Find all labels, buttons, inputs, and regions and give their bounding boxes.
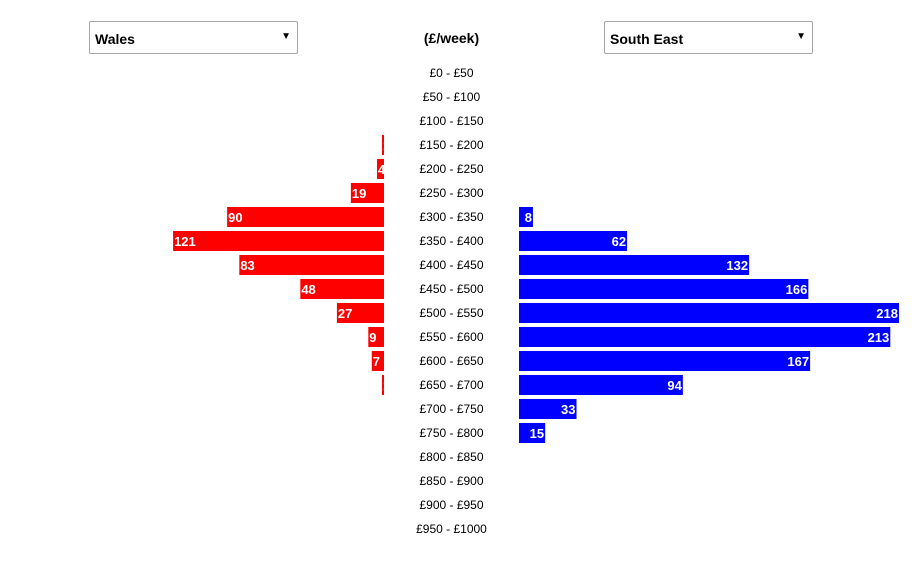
left-bar-value-label: 121 [174, 234, 196, 249]
income-band-label: £100 - £150 [419, 114, 483, 128]
right-bar[interactable] [519, 375, 683, 395]
left-region-value: Wales [95, 31, 135, 47]
income-band-label: £400 - £450 [419, 258, 483, 272]
income-band-label: £150 - £200 [419, 138, 483, 152]
income-band-label: £900 - £950 [419, 498, 483, 512]
income-band-label: £550 - £600 [419, 330, 483, 344]
right-bar-value-label: 33 [561, 402, 575, 417]
income-band-label: £500 - £550 [419, 306, 483, 320]
right-bar-value-label: 167 [787, 354, 809, 369]
right-bar[interactable] [519, 327, 891, 347]
right-bar[interactable] [519, 231, 628, 251]
right-bar-value-label: 213 [868, 330, 890, 345]
left-bar-value-label: 83 [240, 258, 254, 273]
income-band-label: £450 - £500 [419, 282, 483, 296]
left-bar[interactable] [382, 135, 384, 155]
left-bar[interactable] [173, 231, 384, 251]
income-band-label: £850 - £900 [419, 474, 483, 488]
right-bar[interactable] [519, 423, 546, 443]
income-band-label: £250 - £300 [419, 186, 483, 200]
right-bar-value-label: 166 [786, 282, 808, 297]
unit-label: (£/week) [423, 30, 480, 46]
left-bar-value-label: 19 [352, 186, 366, 201]
right-region-select[interactable]: South East ▼ [604, 21, 813, 54]
left-bar-value-label: 27 [338, 306, 352, 321]
income-band-label: £350 - £400 [419, 234, 483, 248]
income-band-label: £700 - £750 [419, 402, 483, 416]
chevron-down-icon: ▼ [796, 31, 806, 42]
left-bar[interactable] [377, 159, 384, 179]
right-bar[interactable] [519, 399, 577, 419]
right-bar[interactable] [519, 351, 811, 371]
income-band-label: £800 - £850 [419, 450, 483, 464]
right-region-value: South East [610, 31, 684, 47]
income-band-label: £300 - £350 [419, 210, 483, 224]
right-bar[interactable] [519, 279, 809, 299]
right-bar[interactable] [519, 255, 750, 275]
left-bar[interactable] [350, 183, 384, 203]
left-bar[interactable] [336, 303, 384, 323]
right-bar-value-label: 94 [667, 378, 682, 393]
income-band-label: £650 - £700 [419, 378, 483, 392]
left-bar[interactable] [300, 279, 384, 299]
right-bar-value-label: 8 [525, 210, 532, 225]
left-bar[interactable] [382, 375, 384, 395]
left-bar-value-label: 4 [378, 162, 386, 177]
left-bar[interactable] [371, 351, 384, 371]
income-band-label: £50 - £100 [423, 90, 481, 104]
left-bar-value-label: 90 [228, 210, 242, 225]
right-bar-value-label: 62 [612, 234, 626, 249]
left-bar[interactable] [368, 327, 384, 347]
income-band-label: £0 - £50 [429, 66, 473, 80]
left-bar-value-label: 48 [301, 282, 315, 297]
income-band-label: £950 - £1000 [416, 522, 487, 536]
left-bar[interactable] [239, 255, 384, 275]
income-band-label: £600 - £650 [419, 354, 483, 368]
left-bar-value-label: 1 [383, 378, 390, 393]
left-bar[interactable] [227, 207, 384, 227]
left-bar-value-label: 1 [383, 138, 390, 153]
right-bar[interactable] [519, 303, 899, 323]
right-bar[interactable] [519, 207, 533, 227]
left-bar-value-label: 7 [373, 354, 380, 369]
right-bar-value-label: 218 [876, 306, 898, 321]
income-band-label: £750 - £800 [419, 426, 483, 440]
income-band-label: £200 - £250 [419, 162, 483, 176]
left-bar-value-label: 9 [369, 330, 376, 345]
right-bar-value-label: 132 [726, 258, 748, 273]
left-region-select[interactable]: Wales ▼ [89, 21, 298, 54]
chevron-down-icon: ▼ [281, 31, 291, 42]
right-bar-value-label: 15 [530, 426, 544, 441]
